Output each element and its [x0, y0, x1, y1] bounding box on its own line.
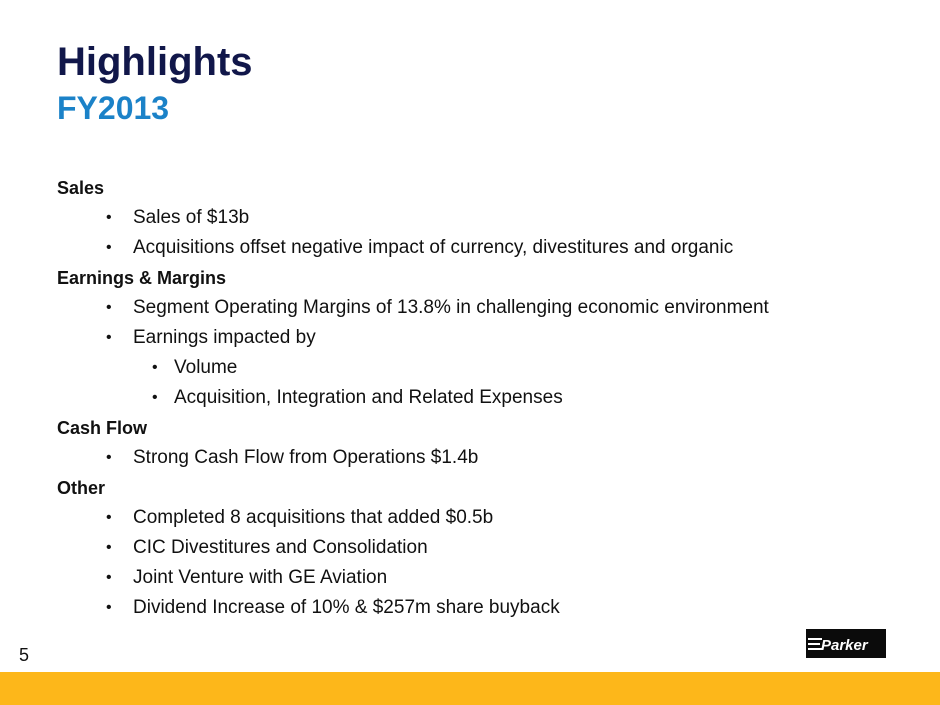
footer-bar [0, 672, 940, 705]
list-item: • Segment Operating Margins of 13.8% in … [57, 293, 917, 323]
bullet-icon: • [106, 299, 112, 316]
bullet-icon: • [106, 569, 112, 586]
list-item-text: Acquisition, Integration and Related Exp… [174, 387, 563, 408]
list-item: • CIC Divestitures and Consolidation [57, 533, 917, 563]
bullet-icon: • [152, 359, 158, 376]
section-heading-earnings: Earnings & Margins [57, 268, 227, 288]
list-item-text: Volume [174, 357, 238, 378]
parker-logo: Parker [806, 629, 886, 658]
list-item-text: Sales of $13b [133, 207, 250, 228]
list-item-text: Dividend Increase of 10% & $257m share b… [133, 597, 560, 618]
parker-logo-icon: Parker [806, 629, 886, 658]
slide-content: Sales • Sales of $13b • Acquisitions off… [57, 173, 917, 623]
bullet-icon: • [106, 449, 112, 466]
logo-wordmark: Parker [821, 637, 869, 654]
bullet-icon: • [106, 239, 112, 256]
list-item-text: Completed 8 acquisitions that added $0.5… [133, 507, 494, 528]
section-heading-cash-flow: Cash Flow [57, 418, 148, 438]
list-item-text: Joint Venture with GE Aviation [133, 567, 388, 588]
list-item-text: CIC Divestitures and Consolidation [133, 537, 428, 558]
section-heading-sales: Sales [57, 178, 105, 198]
list-item: • Sales of $13b [57, 203, 917, 233]
list-item-text: Segment Operating Margins of 13.8% in ch… [133, 297, 769, 318]
page-subtitle: FY2013 [57, 90, 170, 126]
sub-list-item: • Volume [57, 353, 917, 383]
list-item-text: Earnings impacted by [133, 327, 316, 348]
list-item: • Strong Cash Flow from Operations $1.4b [57, 443, 917, 473]
list-item: • Dividend Increase of 10% & $257m share… [57, 593, 917, 623]
list-item: • Joint Venture with GE Aviation [57, 563, 917, 593]
bullet-icon: • [106, 209, 112, 226]
list-item-text: Strong Cash Flow from Operations $1.4b [133, 447, 479, 468]
bullet-icon: • [106, 509, 112, 526]
bullet-icon: • [152, 389, 158, 406]
sub-list-item: • Acquisition, Integration and Related E… [57, 383, 917, 413]
list-item: • Earnings impacted by [57, 323, 917, 353]
bullet-icon: • [106, 539, 112, 556]
bullet-icon: • [106, 329, 112, 346]
page-number: 5 [19, 645, 30, 665]
section-heading-other: Other [57, 478, 106, 498]
list-item: • Acquisitions offset negative impact of… [57, 233, 917, 263]
list-item: • Completed 8 acquisitions that added $0… [57, 503, 917, 533]
page-title: Highlights [57, 40, 253, 84]
bullet-icon: • [106, 599, 112, 616]
list-item-text: Acquisitions offset negative impact of c… [133, 237, 734, 258]
